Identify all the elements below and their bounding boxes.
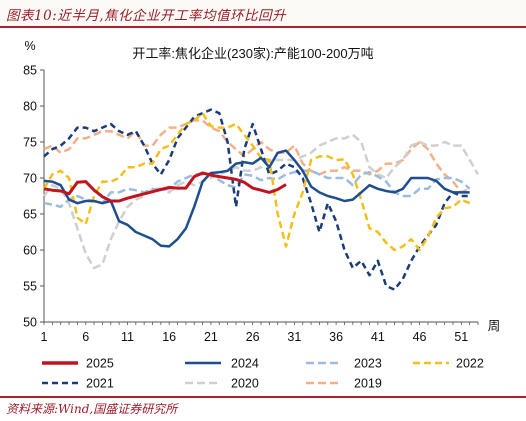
x-tick-label: 46 <box>413 330 427 344</box>
x-tick-label: 36 <box>329 330 343 344</box>
y-tick-label: 50 <box>23 316 37 330</box>
series-line-2021 <box>43 108 470 291</box>
legend-label-2020: 2020 <box>231 377 259 391</box>
source-note: 资料来源:Wind,国盛证券研究所 <box>6 402 178 416</box>
figure-header: 图表10:近半月,焦化企业开工率均值环比回升 <box>0 0 526 26</box>
legend-label-2023: 2023 <box>354 357 382 371</box>
y-tick-label: 55 <box>23 280 37 294</box>
chart-legend: 2025 2024 2023 2022 2021 2020 2019 <box>42 357 484 391</box>
x-tick-label: 6 <box>82 330 89 344</box>
y-tick-label: 85 <box>23 64 37 78</box>
x-tick-label: 51 <box>454 330 468 344</box>
x-axis-unit: 周 <box>488 319 501 333</box>
x-tick-label: 21 <box>204 330 218 344</box>
y-axis-unit: % <box>24 39 35 53</box>
x-tick-label: 26 <box>246 330 260 344</box>
series-line-2024 <box>43 149 470 248</box>
legend-label-2019: 2019 <box>354 377 382 391</box>
x-tick-label: 41 <box>371 330 385 344</box>
y-tick-label: 60 <box>23 244 37 258</box>
x-tick-label: 11 <box>121 330 134 344</box>
legend-label-2025: 2025 <box>86 357 114 371</box>
y-tick-label: 65 <box>23 208 37 222</box>
figure-title: 图表10:近半月,焦化企业开工率均值环比回升 <box>6 8 287 24</box>
series-line-2022 <box>42 111 471 252</box>
series-line-2023 <box>43 169 471 209</box>
y-tick-label: 75 <box>23 136 37 150</box>
x-tick-label: 31 <box>287 330 301 344</box>
y-tick-label: 80 <box>23 100 37 114</box>
x-tick-label: 1 <box>41 330 48 344</box>
legend-label-2024: 2024 <box>231 357 259 371</box>
series-line-2025 <box>43 171 287 203</box>
legend-label-2021: 2021 <box>86 377 114 391</box>
chart-title: 开工率:焦化企业(230家):产能100-200万吨 <box>132 46 373 61</box>
footer-rule <box>0 396 526 398</box>
y-tick-label: 70 <box>23 172 37 186</box>
series-line-2019 <box>43 119 471 194</box>
legend-label-2022: 2022 <box>456 357 484 371</box>
chart-series <box>42 108 480 291</box>
series-line-2020 <box>43 133 480 270</box>
x-tick-label: 16 <box>162 330 176 344</box>
header-rule <box>0 26 526 28</box>
